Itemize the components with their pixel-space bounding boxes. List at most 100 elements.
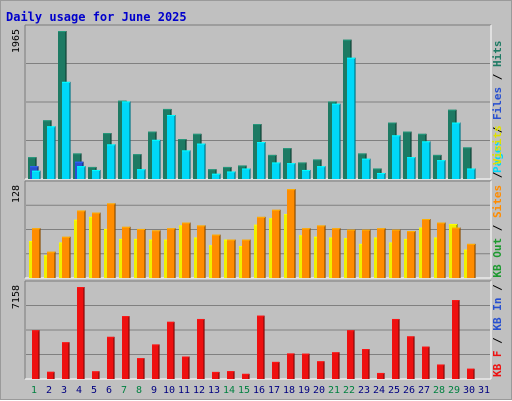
bar-kbf-day-14 <box>227 371 235 379</box>
legend-hits: Hits <box>491 41 504 68</box>
chart-title: Daily usage for June 2025 <box>6 10 187 24</box>
bar-hits-day-25 <box>392 135 401 179</box>
bar-sites-day-14 <box>227 239 236 278</box>
bar-hits-day-12 <box>197 143 206 179</box>
bar-hits-day-29 <box>452 122 461 179</box>
legend-kb-f: KB F <box>491 351 504 378</box>
x-tick-label-6: 6 <box>106 385 112 396</box>
bar-sites-day-7 <box>122 226 131 278</box>
bar-sites-day-9 <box>152 230 161 278</box>
bar-kbf-day-30 <box>467 368 475 379</box>
legend-sites: Sites <box>491 185 504 218</box>
bar-sites-day-3 <box>62 236 71 278</box>
bar-kbf-day-29 <box>452 300 460 379</box>
bar-hits-day-6 <box>107 144 116 179</box>
bar-hits-day-28 <box>437 160 446 179</box>
x-tick-label-8: 8 <box>136 385 142 396</box>
bar-kbf-day-8 <box>137 358 145 379</box>
legend-bottom: KB F / KB In / KB Out / Sites / Visits <box>491 125 504 377</box>
bar-sites-day-18 <box>287 189 296 278</box>
bar-hits-day-1 <box>32 170 41 179</box>
y-max-label-2: 128 <box>11 185 22 203</box>
legend-kb-out: KB Out <box>491 238 504 278</box>
bar-hits-day-4 <box>77 166 86 179</box>
bar-hits-day-19 <box>302 169 311 179</box>
x-tick-label-3: 3 <box>61 385 67 396</box>
bar-kbf-day-7 <box>122 316 130 379</box>
bar-kbf-day-24 <box>377 372 385 379</box>
legend-pages: Pages <box>491 140 504 173</box>
bar-sites-day-28 <box>437 222 446 278</box>
legend-kb-in: KB In <box>491 298 504 331</box>
bar-sites-day-10 <box>167 228 176 278</box>
x-tick-label-25: 25 <box>388 385 400 396</box>
bar-kbf-day-6 <box>107 336 115 379</box>
legend-top: Pages / Files / Hits <box>491 41 504 174</box>
x-tick-label-29: 29 <box>448 385 460 396</box>
bar-hits-day-11 <box>182 150 191 179</box>
bar-sites-day-26 <box>407 231 416 278</box>
x-tick-label-14: 14 <box>223 385 235 396</box>
x-tick-label-22: 22 <box>343 385 355 396</box>
bar-sites-day-23 <box>362 229 371 278</box>
bar-hits-day-21 <box>332 103 341 179</box>
bar-hits-day-26 <box>407 157 416 179</box>
x-tick-label-10: 10 <box>163 385 175 396</box>
bar-hits-day-23 <box>362 158 371 179</box>
bar-kbf-day-19 <box>302 353 310 379</box>
bar-sites-day-29 <box>452 227 461 278</box>
bar-hits-day-13 <box>212 173 221 179</box>
x-tick-label-27: 27 <box>418 385 430 396</box>
bar-sites-day-25 <box>392 229 401 278</box>
x-tick-label-1: 1 <box>31 385 37 396</box>
bar-kbf-day-15 <box>242 373 250 379</box>
bar-kbf-day-26 <box>407 336 415 379</box>
bar-hits-day-17 <box>272 162 281 179</box>
bar-sites-day-15 <box>242 239 251 278</box>
x-tick-label-19: 19 <box>298 385 310 396</box>
bar-hits-day-8 <box>137 169 146 179</box>
bar-kbf-day-22 <box>347 330 355 379</box>
x-tick-label-13: 13 <box>208 385 220 396</box>
bar-sites-day-1 <box>32 228 41 278</box>
bar-hits-day-9 <box>152 139 161 179</box>
x-tick-label-7: 7 <box>121 385 127 396</box>
bar-kbf-day-5 <box>92 371 100 379</box>
bar-kbf-day-12 <box>197 318 205 379</box>
bar-sites-day-22 <box>347 229 356 278</box>
x-tick-label-15: 15 <box>238 385 250 396</box>
bar-sites-day-13 <box>212 234 221 278</box>
bar-sites-day-20 <box>317 225 326 278</box>
y-max-label-1: 1965 <box>11 29 22 53</box>
x-tick-label-24: 24 <box>373 385 385 396</box>
legend-files: Files <box>491 87 504 120</box>
x-tick-label-9: 9 <box>151 385 157 396</box>
bar-kbf-day-21 <box>332 352 340 379</box>
bar-kbf-day-20 <box>317 361 325 379</box>
bar-sites-day-5 <box>92 212 101 278</box>
bar-hits-day-24 <box>377 172 386 179</box>
bar-sites-day-24 <box>377 228 386 278</box>
bar-kbf-day-18 <box>287 353 295 379</box>
y-max-label-3: 7158 <box>11 285 22 309</box>
x-tick-label-20: 20 <box>313 385 325 396</box>
bar-kbf-day-11 <box>182 356 190 379</box>
bar-hits-day-2 <box>47 126 56 179</box>
bar-sites-day-21 <box>332 228 341 278</box>
x-tick-label-2: 2 <box>46 385 52 396</box>
bar-sites-day-17 <box>272 209 281 278</box>
bar-sites-day-12 <box>197 225 206 278</box>
bar-kbf-day-10 <box>167 321 175 379</box>
x-tick-label-16: 16 <box>253 385 265 396</box>
bar-hits-day-20 <box>317 166 326 179</box>
bar-hits-day-3 <box>62 81 71 179</box>
bar-sites-day-2 <box>47 251 56 278</box>
x-tick-label-18: 18 <box>283 385 295 396</box>
bar-kbf-day-23 <box>362 349 370 379</box>
bar-kbf-day-27 <box>422 346 430 379</box>
x-tick-label-30: 30 <box>463 385 475 396</box>
bar-kbf-day-9 <box>152 344 160 379</box>
bar-hits-day-22 <box>347 57 356 179</box>
